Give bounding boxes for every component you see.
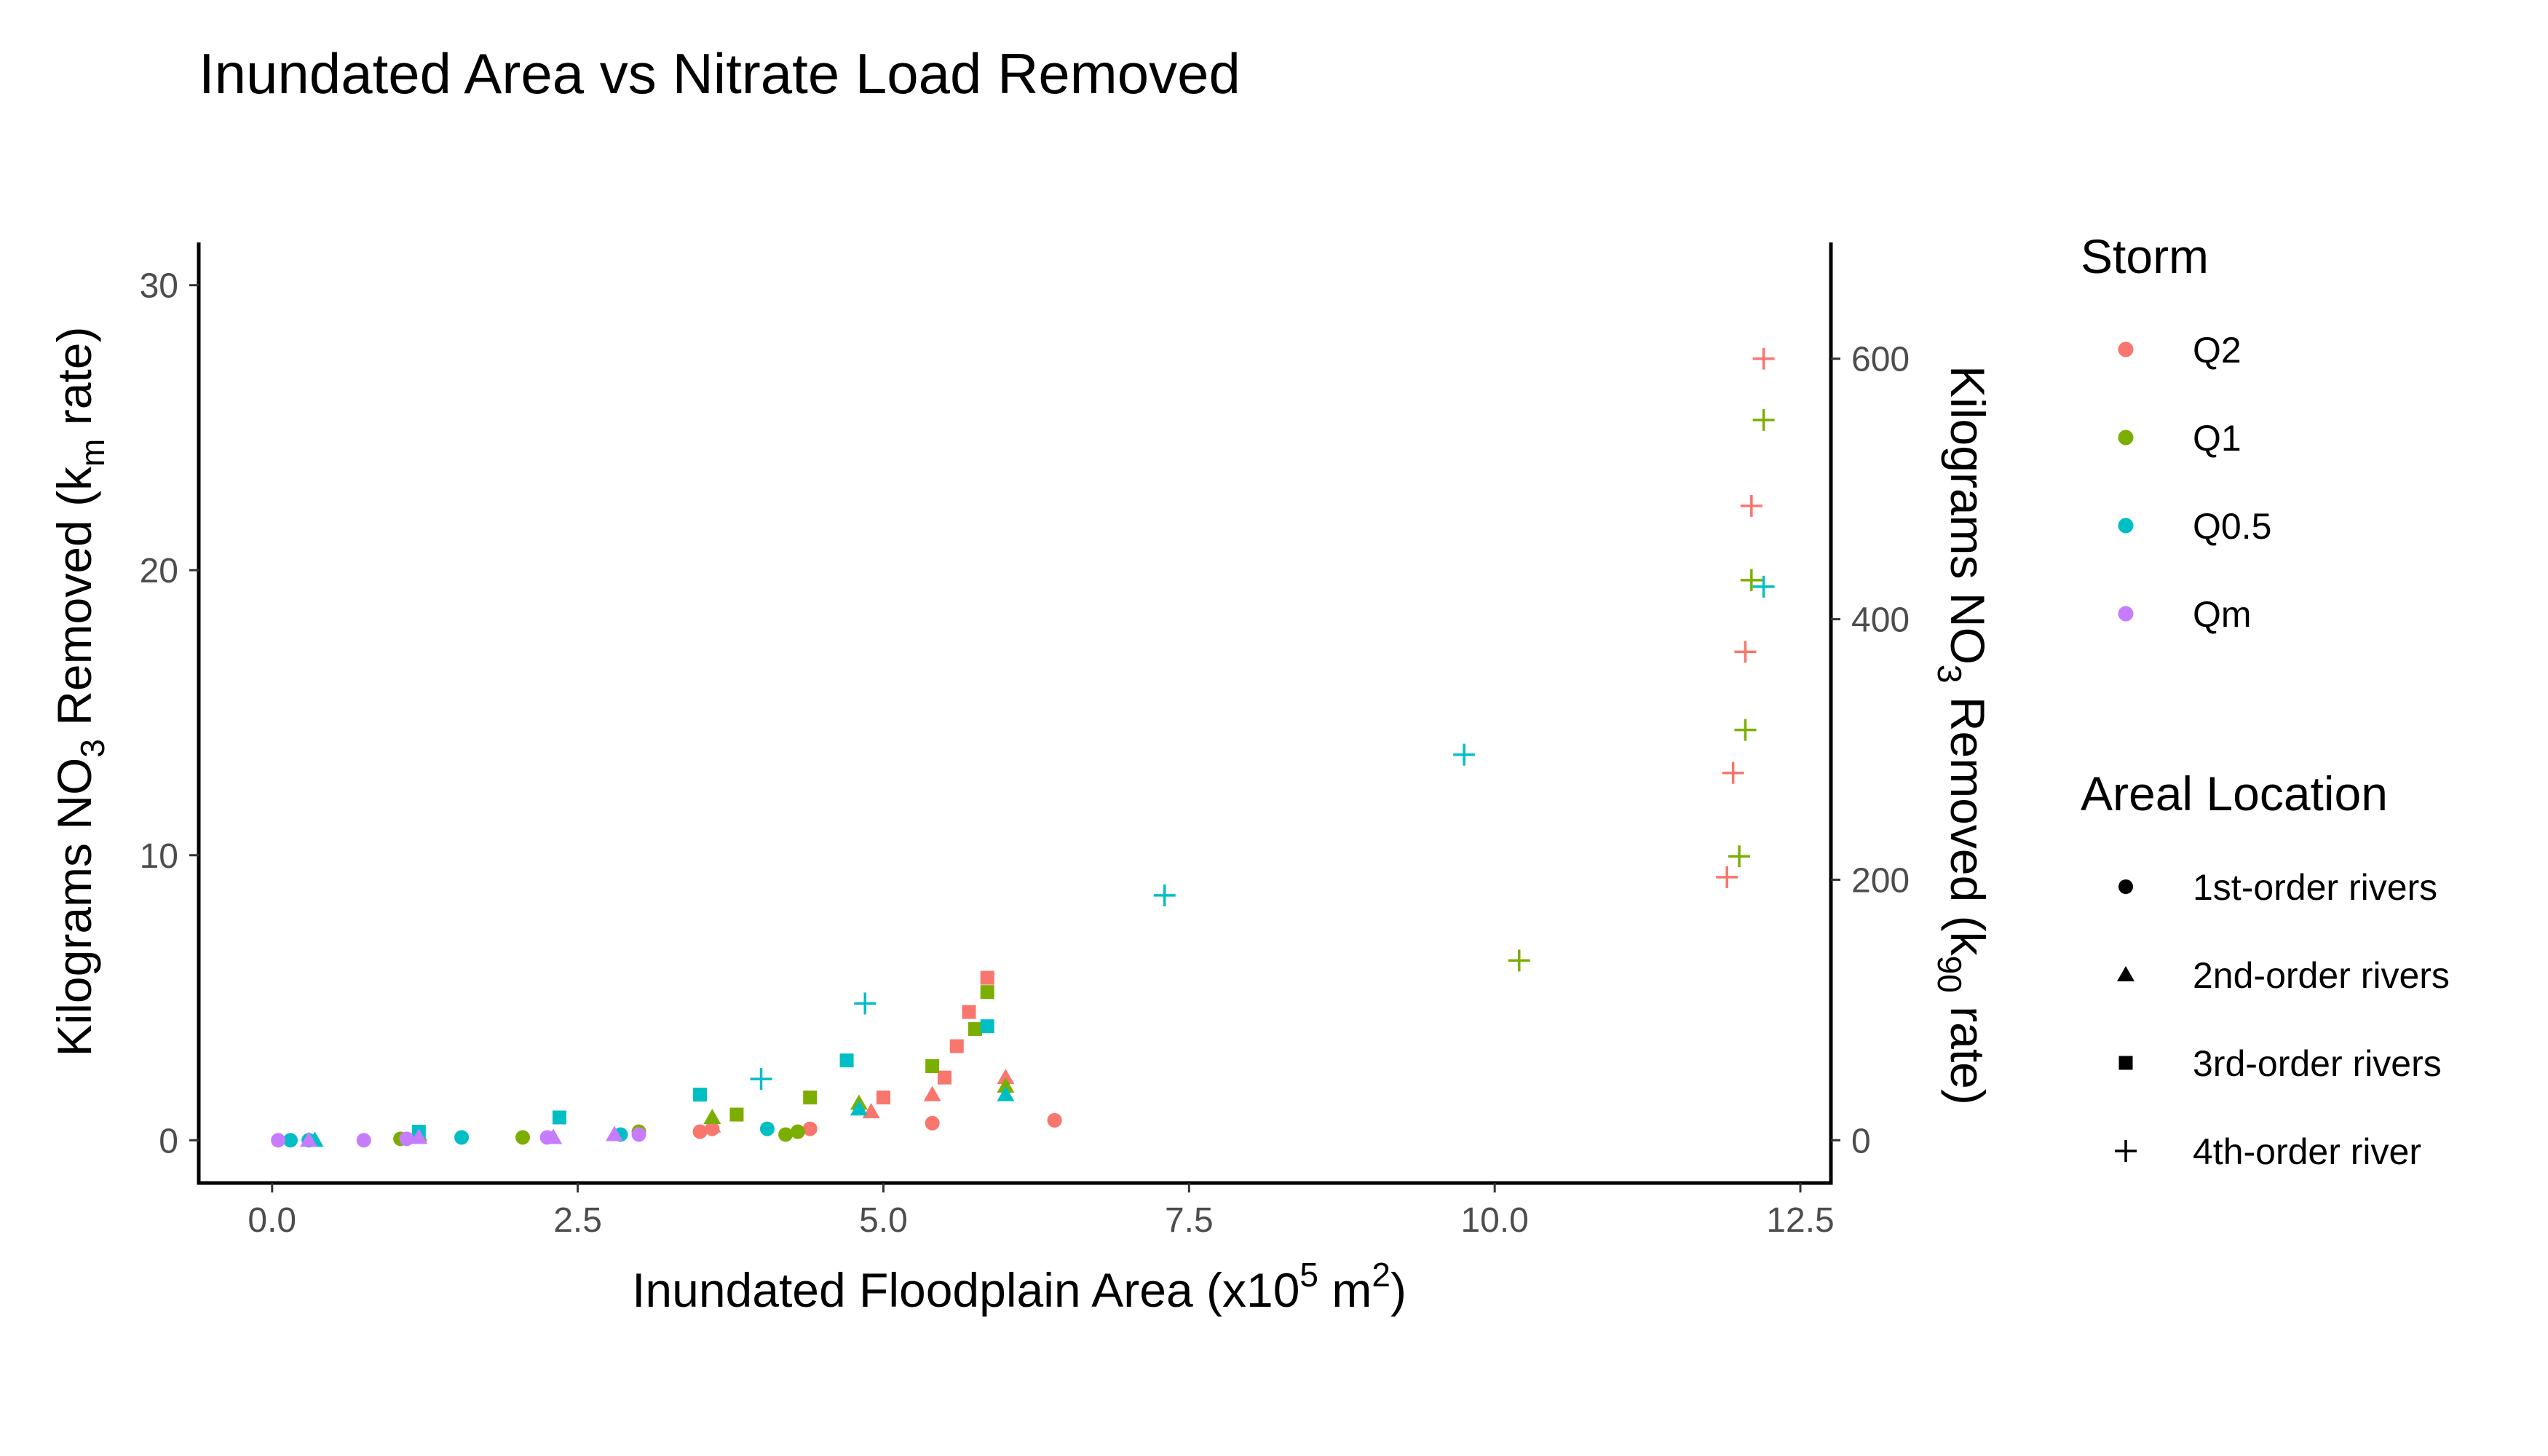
legend-label-location: 4th-order river (2193, 1131, 2421, 1172)
data-point-circle (271, 1133, 286, 1148)
y-right-tick-label: 0 (1851, 1122, 1871, 1160)
legend-label-storm: Qm (2193, 594, 2252, 635)
legend-key-plus (2115, 1140, 2137, 1162)
data-point-plus (1752, 408, 1775, 431)
data-point-plus (1716, 866, 1738, 888)
legend-key-square (2118, 1056, 2133, 1070)
legend-title-areal-location: Areal Location (2081, 767, 2388, 820)
x-tick-label: 2.5 (553, 1201, 602, 1240)
data-point-circle (631, 1127, 646, 1142)
data-point-triangle (703, 1108, 721, 1124)
legend-key-q05 (2118, 518, 2134, 534)
data-point-square (980, 985, 994, 1000)
data-point-triangle (410, 1128, 428, 1144)
data-point-circle (759, 1121, 775, 1136)
x-tick-label: 10.0 (1460, 1201, 1528, 1240)
legend-label-location: 3rd-order rivers (2193, 1043, 2442, 1084)
data-point-plus (1728, 845, 1751, 868)
data-point-triangle (997, 1077, 1015, 1093)
legend-label-location: 2nd-order rivers (2193, 955, 2450, 996)
data-point-circle (1047, 1112, 1062, 1128)
x-axis-title: Inundated Floodplain Area (x105 m2) (632, 1256, 1406, 1317)
y-left-tick-label: 10 (140, 837, 178, 876)
axes: 0.0 2.5 5.0 7.5 10.0 12.5 0 10 20 30 0 200 400 600 (140, 242, 1910, 1240)
x-tick-label: 0.0 (248, 1201, 296, 1240)
x-tick-label: 12.5 (1766, 1201, 1834, 1240)
data-point-triangle (703, 1117, 721, 1133)
data-point-square (949, 1039, 964, 1053)
data-point-triangle (850, 1100, 868, 1116)
data-point-plus (1752, 347, 1775, 370)
legend-key-q2 (2118, 341, 2134, 357)
y-right-tick-label: 600 (1851, 341, 1910, 379)
data-point-square (962, 1005, 976, 1019)
legend-label-storm: Q0.5 (2193, 506, 2271, 547)
data-point-square (803, 1091, 818, 1105)
data-point-square (876, 1091, 890, 1105)
y-axis-right-title: Kilograms NO3 Removed (k90 rate) (1931, 365, 1995, 1105)
data-point-circle (692, 1124, 708, 1139)
legend-label-storm: Q1 (2193, 418, 2242, 459)
chart-title: Inundated Area vs Nitrate Load Removed (199, 41, 1241, 106)
y-right-tick-label: 400 (1851, 601, 1910, 640)
data-point-circle (282, 1133, 298, 1148)
legend: Storm Q2 Q1 Q0.5 Qm Areal Location 1st-order r… (2081, 229, 2450, 1172)
data-point-circle (778, 1127, 794, 1142)
data-point-square (839, 1053, 854, 1068)
data-point-square (980, 970, 994, 985)
legend-key-q1 (2118, 430, 2134, 446)
y-left-tick-label: 20 (140, 552, 178, 590)
legend-title-storm: Storm (2081, 229, 2209, 283)
data-point-triangle (997, 1069, 1015, 1085)
data-point-circle (399, 1131, 414, 1147)
data-point-square (925, 1059, 940, 1073)
data-point-plus (1453, 743, 1476, 766)
data-point-circle (356, 1133, 371, 1148)
data-point-plus (1740, 569, 1762, 591)
y-right-tick-label: 200 (1851, 861, 1910, 900)
data-point-plus (854, 992, 877, 1015)
data-point-plus (1752, 575, 1775, 598)
legend-key-qm (2118, 606, 2134, 622)
data-point-circle (802, 1121, 818, 1136)
data-point-square (968, 1022, 982, 1037)
data-point-triangle (923, 1085, 941, 1101)
data-point-square (937, 1070, 951, 1085)
y-left-tick-label: 30 (140, 267, 178, 306)
x-tick-label: 7.5 (1165, 1201, 1214, 1240)
x-tick-label: 5.0 (859, 1201, 908, 1240)
data-point-plus (1740, 494, 1762, 517)
data-point-plus (1734, 641, 1757, 663)
data-point-plus (1734, 719, 1757, 741)
data-point-square (729, 1107, 744, 1122)
data-point-triangle (300, 1131, 318, 1147)
plot-panel (271, 347, 1775, 1148)
y-axis-left-title: Kilograms NO3 Removed (km rate) (47, 327, 111, 1057)
data-point-plus (1722, 761, 1744, 784)
data-point-plus (1508, 949, 1530, 972)
data-point-plus (1153, 884, 1176, 906)
data-point-circle (790, 1124, 805, 1139)
data-point-triangle (545, 1128, 563, 1144)
data-point-circle (454, 1130, 470, 1145)
legend-key-triangle (2117, 966, 2134, 981)
legend-label-storm: Q2 (2193, 330, 2242, 371)
data-point-plus (750, 1068, 772, 1091)
data-point-square (980, 1019, 994, 1034)
data-point-square (552, 1110, 566, 1125)
legend-key-circle (2118, 879, 2133, 894)
data-point-triangle (605, 1125, 623, 1142)
y-left-tick-label: 0 (159, 1122, 178, 1160)
data-point-circle (925, 1115, 940, 1131)
legend-label-location: 1st-order rivers (2193, 867, 2437, 908)
data-point-square (693, 1088, 708, 1102)
data-point-triangle (997, 1085, 1015, 1101)
data-point-circle (515, 1130, 531, 1145)
